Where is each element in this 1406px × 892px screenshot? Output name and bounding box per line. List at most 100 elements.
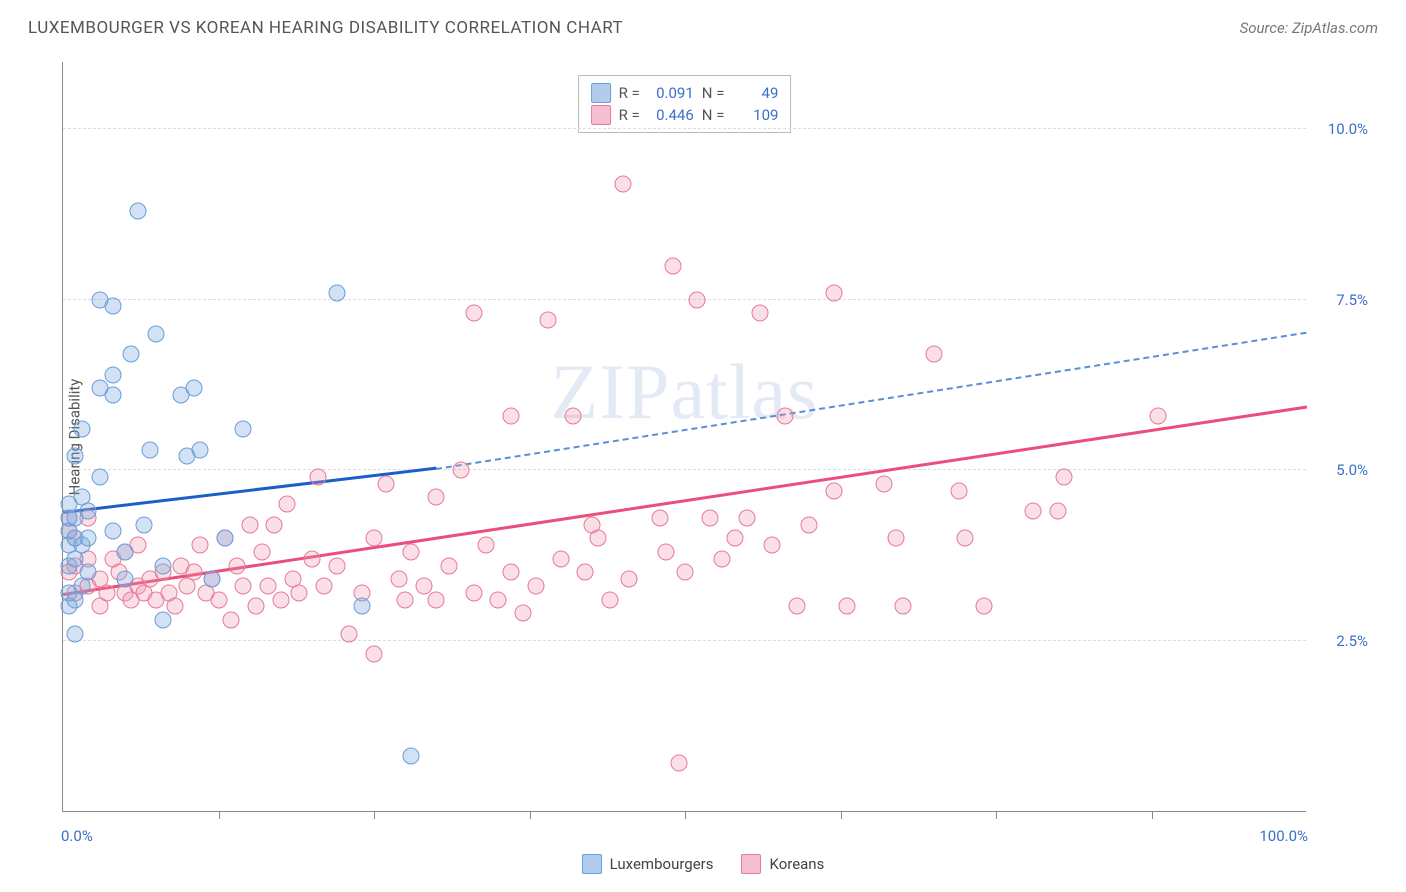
data-point xyxy=(925,346,942,363)
data-point xyxy=(527,578,544,595)
stats-row-pink: R = 0.446 N = 109 xyxy=(591,104,779,126)
data-point xyxy=(104,523,121,540)
x-tick xyxy=(685,811,686,819)
n-value-pink: 109 xyxy=(732,106,778,124)
n-label: N = xyxy=(702,84,725,102)
data-point xyxy=(477,537,494,554)
r-label: R = xyxy=(619,84,640,102)
data-point xyxy=(291,584,308,601)
data-point xyxy=(1025,503,1042,520)
data-point xyxy=(148,325,165,342)
plot-area: ZIPatlas R = 0.091 N = 49 R = 0.446 N = … xyxy=(62,62,1306,812)
data-point xyxy=(403,748,420,765)
data-point xyxy=(440,557,457,574)
data-point xyxy=(117,543,134,560)
watermark: ZIPatlas xyxy=(551,347,819,437)
x-tick xyxy=(530,811,531,819)
data-point xyxy=(266,516,283,533)
r-value-pink: 0.446 xyxy=(648,106,694,124)
trend-line xyxy=(63,467,437,514)
data-point xyxy=(260,578,277,595)
data-point xyxy=(378,475,395,492)
y-tick-label: 2.5% xyxy=(1312,632,1368,650)
gridline xyxy=(63,299,1306,300)
data-point xyxy=(565,407,582,424)
y-tick-label: 10.0% xyxy=(1312,120,1368,138)
data-point xyxy=(577,564,594,581)
data-point xyxy=(154,557,171,574)
data-point xyxy=(92,468,109,485)
data-point xyxy=(79,503,96,520)
stats-row-blue: R = 0.091 N = 49 xyxy=(591,82,779,104)
data-point xyxy=(788,598,805,615)
swatch-blue xyxy=(591,83,611,103)
data-point xyxy=(328,284,345,301)
data-point xyxy=(838,598,855,615)
data-point xyxy=(403,543,420,560)
correlation-stats-box: R = 0.091 N = 49 R = 0.446 N = 109 xyxy=(578,75,792,133)
data-point xyxy=(216,530,233,547)
data-point xyxy=(415,578,432,595)
data-point xyxy=(714,550,731,567)
chart-container: Hearing Disability ZIPatlas R = 0.091 N … xyxy=(50,52,1360,822)
data-point xyxy=(191,537,208,554)
data-point xyxy=(428,591,445,608)
data-point xyxy=(670,755,687,772)
data-point xyxy=(117,571,134,588)
data-point xyxy=(602,591,619,608)
x-tick xyxy=(1152,811,1153,819)
data-point xyxy=(191,441,208,458)
data-point xyxy=(1149,407,1166,424)
data-point xyxy=(801,516,818,533)
data-point xyxy=(390,571,407,588)
chart-title: LUXEMBOURGER VS KOREAN HEARING DISABILIT… xyxy=(28,18,623,38)
data-point xyxy=(241,516,258,533)
trend-line xyxy=(436,332,1307,470)
data-point xyxy=(950,482,967,499)
data-point xyxy=(235,421,252,438)
swatch-blue-icon xyxy=(582,854,602,874)
data-point xyxy=(79,530,96,547)
data-point xyxy=(254,543,271,560)
r-value-blue: 0.091 xyxy=(648,84,694,102)
data-point xyxy=(465,584,482,601)
data-point xyxy=(185,380,202,397)
data-point xyxy=(621,571,638,588)
data-point xyxy=(677,564,694,581)
data-point xyxy=(222,612,239,629)
gridline xyxy=(63,640,1306,641)
legend-label-blue: Luxembourgers xyxy=(610,855,714,873)
legend-label-pink: Koreans xyxy=(769,855,824,873)
data-point xyxy=(310,468,327,485)
x-axis-max-label: 100.0% xyxy=(1259,827,1308,845)
data-point xyxy=(397,591,414,608)
data-point xyxy=(701,509,718,526)
data-point xyxy=(888,530,905,547)
data-point xyxy=(876,475,893,492)
y-tick-label: 5.0% xyxy=(1312,461,1368,479)
data-point xyxy=(490,591,507,608)
y-tick-label: 7.5% xyxy=(1312,291,1368,309)
x-tick xyxy=(996,811,997,819)
data-point xyxy=(185,564,202,581)
data-point xyxy=(956,530,973,547)
data-point xyxy=(235,578,252,595)
data-point xyxy=(98,584,115,601)
data-point xyxy=(104,366,121,383)
data-point xyxy=(453,462,470,479)
data-point xyxy=(272,591,289,608)
data-point xyxy=(502,407,519,424)
x-tick xyxy=(374,811,375,819)
data-point xyxy=(247,598,264,615)
data-point xyxy=(166,598,183,615)
n-label: N = xyxy=(702,106,725,124)
data-point xyxy=(316,578,333,595)
data-point xyxy=(751,305,768,322)
data-point xyxy=(658,543,675,560)
swatch-pink-icon xyxy=(741,854,761,874)
data-point xyxy=(67,448,84,465)
data-point xyxy=(353,598,370,615)
data-point xyxy=(1056,468,1073,485)
data-point xyxy=(894,598,911,615)
legend: Luxembourgers Koreans xyxy=(0,854,1406,874)
